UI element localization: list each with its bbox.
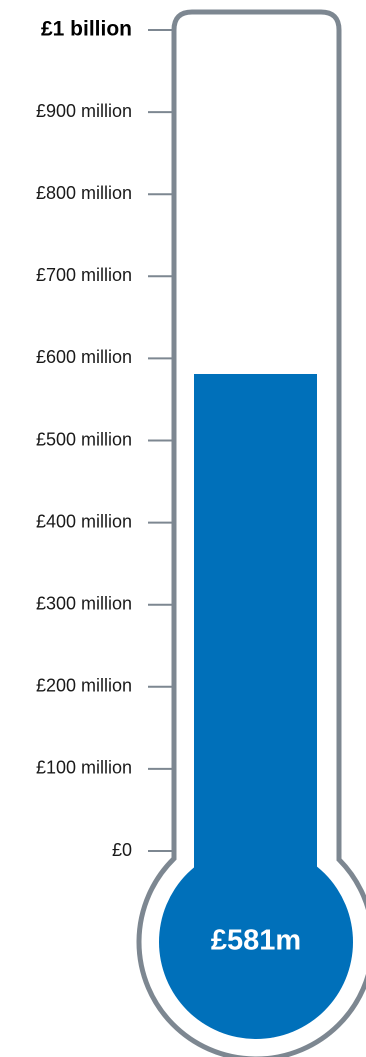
axis-ticks <box>148 29 174 852</box>
axis-tick-label: £600 million <box>36 347 132 367</box>
axis-tick-label: £0 <box>112 840 132 860</box>
thermometer-bulb <box>159 845 353 1039</box>
axis-tick-label: £400 million <box>36 511 132 531</box>
axis-tick-label: £500 million <box>36 429 132 449</box>
axis-tick-label: £800 million <box>36 183 132 203</box>
bulb-value-label: £581m <box>211 925 301 957</box>
axis-tick-label: £200 million <box>36 676 132 696</box>
axis-tick-labels: £0 £100 million £200 million £300 million £4… <box>36 18 132 860</box>
thermometer-outline <box>136 9 366 1057</box>
axis-tick-label: £300 million <box>36 593 132 613</box>
axis-tick-label: £1 billion <box>41 18 132 41</box>
axis-tick-label: £900 million <box>36 101 132 121</box>
axis-tick-label: £700 million <box>36 265 132 285</box>
axis-tick-label: £100 million <box>36 758 132 778</box>
